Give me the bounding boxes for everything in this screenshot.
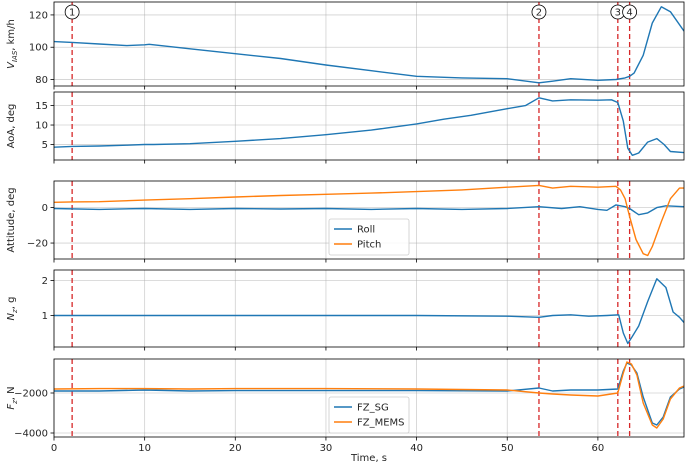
y-tick-label: 120 [29, 10, 48, 21]
y-tick-label: 10 [35, 121, 48, 132]
series-line-fz_mems [54, 361, 684, 429]
event-marker-circle [64, 4, 80, 20]
event-marker-number: 3 [615, 8, 621, 19]
x-axis-label: Time, s [350, 453, 387, 464]
legend-label: Pitch [357, 240, 381, 251]
legend: FZ_SG FZ_MEMS [328, 396, 410, 434]
y-axis-label: Fz, N [6, 386, 19, 409]
panel-5: −4000 −2000 0 10 20 30 40 50 60 Fz, N FZ_SG FZ_MEMS [6, 358, 685, 454]
axes-frame [53, 91, 685, 161]
event-marker-badge: 1 [64, 4, 80, 20]
y-tick-label: 2 [42, 276, 48, 287]
series-line-data [54, 278, 684, 345]
axes-frame [53, 180, 685, 260]
y-tick-label: 15 [35, 101, 48, 112]
legend-label: Roll [357, 225, 375, 236]
legend-label: FZ_SG [357, 403, 389, 414]
x-tick-label: 50 [501, 443, 514, 454]
series-line-pitch [54, 184, 684, 257]
y-axis-label: Nz, g [6, 297, 19, 321]
legend: Roll Pitch [328, 218, 410, 256]
panel-4: 1 2 Nz, g [6, 269, 685, 351]
y-tick-label: −4000 [14, 429, 48, 440]
event-marker-circle [622, 4, 638, 20]
series-line-data [54, 97, 684, 157]
event-marker-number: 4 [626, 8, 632, 19]
x-tick-label: 0 [51, 443, 57, 454]
panel-1: 80 100 120 VIAS, km/h 1 2 3 4 [6, 1, 685, 90]
y-axis-label: AoA, deg [6, 104, 17, 149]
y-tick-label: 0 [42, 203, 48, 214]
y-tick-label: −20 [27, 239, 48, 250]
legend-box [328, 396, 410, 434]
y-tick-label: 80 [35, 75, 48, 86]
x-tick-label: 30 [320, 443, 333, 454]
series-group [54, 97, 684, 157]
event-marker-number: 2 [536, 8, 542, 19]
y-tick-label: −2000 [14, 389, 48, 400]
series-group [54, 184, 684, 257]
y-tick-label: 100 [29, 43, 48, 54]
y-tick-label: 1 [42, 311, 48, 322]
x-tick-label: 60 [592, 443, 605, 454]
x-tick-label: 40 [410, 443, 423, 454]
event-marker-number: 1 [69, 8, 75, 19]
legend-label: FZ_MEMS [357, 418, 405, 429]
x-tick-label: 20 [229, 443, 242, 454]
series-line-roll [54, 204, 684, 216]
y-axis-label: VIAS, km/h [6, 19, 19, 69]
y-axis-label: Attitude, deg [6, 187, 17, 252]
legend-box [328, 218, 410, 256]
shared-x-axis: Time, s [350, 453, 387, 464]
x-tick-label: 10 [138, 443, 151, 454]
series-line-data [54, 6, 684, 84]
event-marker-badge: 2 [531, 4, 547, 20]
panel-2: 5 10 15 AoA, deg [6, 91, 685, 164]
axes-frame [53, 269, 685, 348]
series-line-fz_sg [54, 362, 684, 426]
series-group [54, 361, 684, 429]
event-marker-circle [531, 4, 547, 20]
y-tick-label: 5 [42, 140, 48, 151]
event-marker-badge: 4 [622, 4, 638, 20]
series-group [54, 6, 684, 84]
panel-3: −20 0 Attitude, deg Roll Pitch [6, 180, 685, 263]
axes-frame [53, 358, 685, 438]
series-group [54, 278, 684, 345]
axes-frame [53, 1, 685, 87]
